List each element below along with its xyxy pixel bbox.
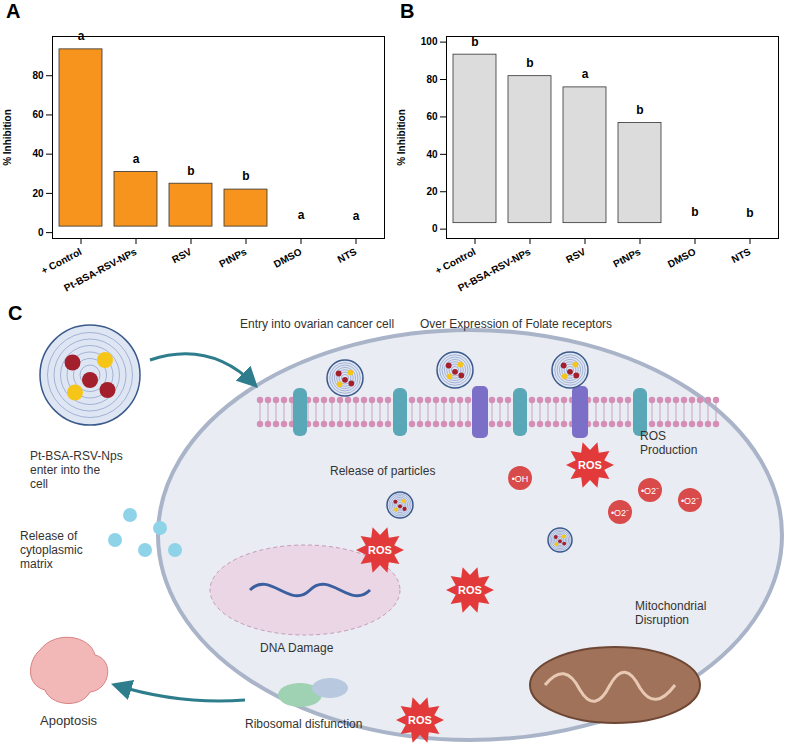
svg-text:DMSO: DMSO: [272, 246, 304, 270]
svg-text:60: 60: [32, 109, 44, 120]
svg-text:a: a: [133, 152, 140, 166]
svg-text:+ Control: + Control: [433, 246, 477, 277]
svg-text:0: 0: [432, 223, 438, 234]
svg-text:Pt-BSA-RSV-NPs: Pt-BSA-RSV-NPs: [62, 246, 139, 294]
svg-text:Over Expression of Folate rece: Over Expression of Folate receptors: [420, 317, 612, 331]
svg-text:•O2⁻: •O2⁻: [641, 486, 659, 496]
svg-text:PtNPs: PtNPs: [217, 246, 249, 270]
svg-text:ROS: ROS: [458, 584, 482, 596]
svg-text:ROSProduction: ROSProduction: [640, 429, 697, 457]
svg-text:Release ofcytoplasmicmatrix: Release ofcytoplasmicmatrix: [20, 529, 83, 571]
svg-text:80: 80: [32, 70, 44, 81]
svg-text:Pt-BSA-RSV-Npsenter into thece: Pt-BSA-RSV-Npsenter into thecell: [30, 449, 123, 491]
svg-text:40: 40: [32, 148, 44, 159]
svg-text:Ribosomal disfunction: Ribosomal disfunction: [245, 717, 362, 731]
svg-text:•O2⁻: •O2⁻: [681, 496, 699, 506]
svg-text:ROS: ROS: [368, 544, 392, 556]
svg-text:DNA Damage: DNA Damage: [260, 641, 334, 655]
svg-text:60: 60: [426, 111, 438, 122]
html-text:A: A: [6, 0, 21, 22]
svg-text:Entry into ovarian cancer cell: Entry into ovarian cancer cell: [240, 317, 394, 331]
html-text:B: B: [400, 0, 415, 22]
svg-text:PtNPs: PtNPs: [611, 246, 643, 270]
svg-text:+ Control: + Control: [39, 246, 83, 277]
svg-text:C: C: [8, 302, 22, 324]
svg-text:% Inhibition: % Inhibition: [2, 109, 13, 166]
svg-text:RSV: RSV: [170, 246, 194, 266]
svg-text:a: a: [582, 67, 589, 81]
svg-text:Apoptosis: Apoptosis: [40, 713, 98, 728]
svg-text:0: 0: [38, 227, 44, 238]
svg-text:b: b: [242, 169, 249, 183]
svg-text:a: a: [298, 208, 305, 222]
svg-text:b: b: [187, 164, 194, 178]
svg-text:Pt-BSA-RSV-NPs: Pt-BSA-RSV-NPs: [456, 246, 533, 294]
svg-text:ROS: ROS: [578, 459, 602, 471]
svg-text:a: a: [77, 29, 85, 44]
svg-text:80: 80: [426, 74, 438, 85]
svg-text:b: b: [691, 205, 698, 219]
svg-text:Release of particles: Release of particles: [330, 464, 435, 478]
svg-text:RSV: RSV: [564, 246, 588, 266]
svg-text:% Inhibition: % Inhibition: [396, 109, 407, 166]
svg-text:MitochondrialDisruption: MitochondrialDisruption: [635, 599, 706, 627]
svg-text:a: a: [353, 209, 360, 223]
svg-text:40: 40: [426, 149, 438, 160]
svg-text:NTS: NTS: [336, 246, 359, 265]
svg-text:20: 20: [426, 186, 438, 197]
svg-text:•O2⁻: •O2⁻: [611, 508, 629, 518]
svg-text:ROS: ROS: [408, 714, 432, 726]
svg-text:b: b: [636, 103, 643, 117]
svg-text:DMSO: DMSO: [666, 246, 698, 270]
svg-text:b: b: [746, 206, 753, 220]
svg-text:NTS: NTS: [730, 246, 753, 265]
svg-text:20: 20: [32, 188, 44, 199]
svg-text:b: b: [526, 56, 533, 70]
svg-text:100: 100: [421, 36, 438, 47]
svg-text:•OH: •OH: [512, 474, 529, 484]
svg-text:b: b: [471, 34, 479, 49]
